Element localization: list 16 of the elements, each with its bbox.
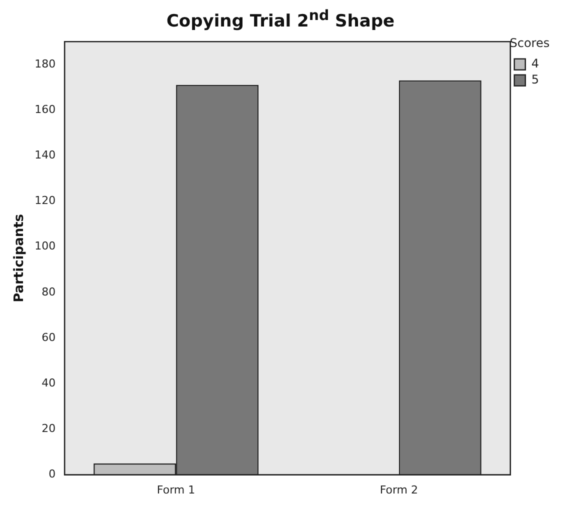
y-tick-label: 60 [42,330,56,344]
y-tick-label: 20 [42,422,56,436]
chart-title: Copying Trial 2$^{nd}$ Shape [165,8,396,32]
y-tick-label: 140 [34,148,56,162]
y-tick-label: 100 [34,240,56,253]
y-tick-label: 160 [34,102,56,116]
y-tick-label: 180 [34,57,56,70]
legend-label: 4 [531,56,540,71]
y-tick-label: 80 [42,285,56,298]
y-axis-title: Participants [12,214,28,302]
legend-label: 5 [531,72,540,87]
x-tick-label: Form 2 [380,483,418,496]
x-tick-label: Form 1 [156,483,196,496]
y-tick-label: 0 [48,468,56,481]
y-tick-label: 120 [34,194,56,208]
y-tick-label: 40 [42,376,56,390]
